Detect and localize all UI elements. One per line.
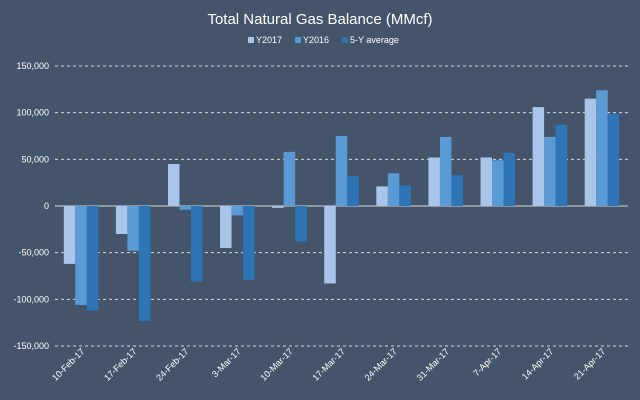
y-tick-label: 0 <box>44 201 49 211</box>
bar-5-y-average <box>347 176 359 206</box>
bar-5-y-average <box>86 206 99 311</box>
bar-5-y-average <box>190 206 203 282</box>
bar-y2016 <box>596 90 608 206</box>
bar-y2017 <box>272 206 284 208</box>
legend-label-y2016: Y2016 <box>303 35 329 45</box>
legend-swatch-y2017 <box>248 37 254 43</box>
bar-5-y-average <box>503 152 516 206</box>
legend-label-5-y-average: 5-Y average <box>350 35 399 45</box>
x-tick-label: 24-Feb-17 <box>154 346 190 382</box>
bar-y2016 <box>283 151 296 206</box>
x-tick-label: 17-Feb-17 <box>102 346 138 382</box>
bar-y2017 <box>167 164 180 206</box>
bar-y2017 <box>324 206 336 284</box>
y-tick-label: -150,000 <box>13 341 49 351</box>
legend: Y2017 Y2016 5-Y average <box>248 35 399 45</box>
legend-swatch-5-y-average <box>342 37 348 43</box>
bar-y2016 <box>544 136 556 206</box>
bar-5-y-average <box>138 206 151 321</box>
bar-y2017 <box>532 107 545 206</box>
y-tick-label: -100,000 <box>13 294 49 304</box>
y-tick-label: 100,000 <box>16 108 49 118</box>
bar-y2017 <box>584 98 597 206</box>
bar-y2016 <box>75 206 87 305</box>
x-tick-label: 24-Mar-17 <box>363 346 399 382</box>
chart-title: Total Natural Gas Balance (MMcf) <box>207 11 432 28</box>
bar-y2017 <box>63 206 76 264</box>
bar-y2017 <box>480 157 493 206</box>
bar-y2016 <box>231 206 244 216</box>
bar-y2017 <box>115 206 128 234</box>
bar-5-y-average <box>399 185 411 206</box>
bar-y2017 <box>428 157 440 206</box>
bar-5-y-average <box>607 113 620 206</box>
bar-y2016 <box>492 160 504 206</box>
bar-5-y-average <box>243 206 255 280</box>
y-tick-label: 150,000 <box>16 61 49 71</box>
x-tick-label: 14-Apr-17 <box>520 346 555 381</box>
x-axis: 10-Feb-17 17-Feb-17 24-Feb-17 3-Mar-17 10-Ma… <box>50 346 607 382</box>
bar-y2017 <box>220 206 232 248</box>
x-tick-label: 17-Mar-17 <box>310 346 346 382</box>
bars <box>63 90 620 321</box>
bar-y2017 <box>376 186 388 206</box>
bar-y2016 <box>179 206 191 210</box>
y-axis: 150,000 100,000 50,000 0 -50,000 -100,000 -150… <box>13 61 49 351</box>
bar-5-y-average <box>451 175 463 206</box>
bar-5-y-average <box>555 124 568 206</box>
bar-y2016 <box>127 206 139 251</box>
x-tick-label: 21-Apr-17 <box>572 346 607 381</box>
x-tick-label: 7-Apr-17 <box>471 346 503 378</box>
x-tick-label: 10-Feb-17 <box>50 346 86 382</box>
x-tick-label: 3-Mar-17 <box>210 346 243 379</box>
x-tick-label: 10-Mar-17 <box>258 346 294 382</box>
x-tick-label: 31-Mar-17 <box>415 346 451 382</box>
y-tick-label: 50,000 <box>21 154 49 164</box>
legend-label-y2017: Y2017 <box>256 35 282 45</box>
bar-y2016 <box>335 136 348 206</box>
legend-swatch-y2016 <box>295 37 301 43</box>
bar-y2016 <box>387 173 400 206</box>
bar-5-y-average <box>295 206 307 242</box>
bar-y2016 <box>439 136 452 206</box>
y-tick-label: -50,000 <box>18 248 49 258</box>
